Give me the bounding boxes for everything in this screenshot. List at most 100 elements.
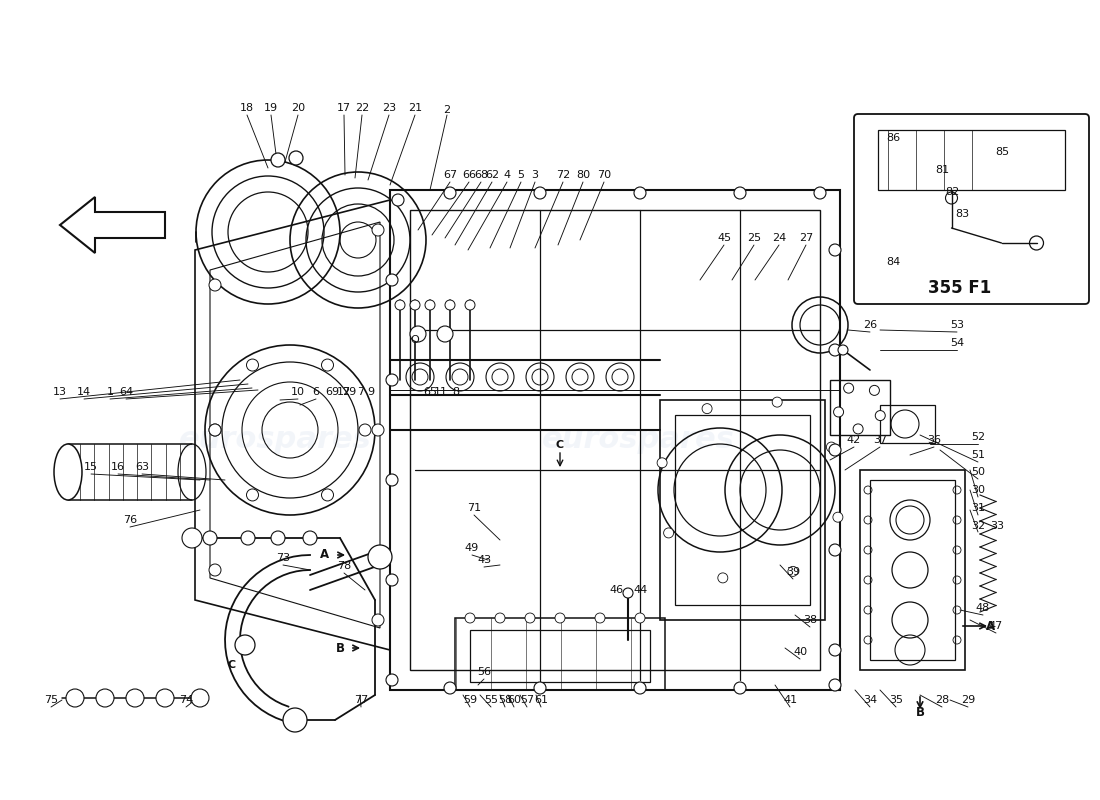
Text: B: B	[915, 706, 924, 718]
Circle shape	[623, 588, 632, 598]
Text: 11: 11	[434, 387, 448, 397]
Text: 59: 59	[463, 695, 477, 705]
Text: 45: 45	[717, 233, 732, 243]
Circle shape	[718, 573, 728, 583]
Text: 69: 69	[324, 387, 339, 397]
Text: 9: 9	[367, 387, 375, 397]
Text: B: B	[336, 642, 344, 654]
Text: 79: 79	[342, 387, 356, 397]
Text: 65: 65	[424, 387, 437, 397]
Circle shape	[634, 682, 646, 694]
Text: 55: 55	[484, 695, 498, 705]
Text: 25: 25	[747, 233, 761, 243]
Text: 13: 13	[53, 387, 67, 397]
Text: 23: 23	[382, 103, 396, 113]
Circle shape	[838, 345, 848, 355]
Text: 34: 34	[862, 695, 877, 705]
Text: 355 F1: 355 F1	[928, 279, 991, 297]
Text: 41: 41	[783, 695, 798, 705]
Circle shape	[833, 512, 843, 522]
Circle shape	[302, 531, 317, 545]
Text: 19: 19	[264, 103, 278, 113]
Text: 28: 28	[935, 695, 949, 705]
Circle shape	[321, 359, 333, 371]
Text: 38: 38	[803, 615, 817, 625]
Circle shape	[425, 300, 435, 310]
Bar	[410, 210, 820, 670]
Text: 61: 61	[534, 695, 548, 705]
Text: 67: 67	[443, 170, 458, 180]
Circle shape	[829, 244, 842, 256]
Circle shape	[191, 689, 209, 707]
Circle shape	[495, 613, 505, 623]
Circle shape	[525, 613, 535, 623]
Circle shape	[283, 708, 307, 732]
Text: 17: 17	[337, 103, 351, 113]
Bar	[660, 400, 825, 620]
Text: 20: 20	[290, 103, 305, 113]
Circle shape	[156, 689, 174, 707]
Circle shape	[876, 410, 886, 421]
Text: 43: 43	[477, 555, 491, 565]
Circle shape	[657, 458, 667, 468]
Circle shape	[66, 689, 84, 707]
Text: 50: 50	[971, 467, 984, 477]
Text: 80: 80	[576, 170, 590, 180]
Text: 52: 52	[971, 432, 986, 442]
Text: 44: 44	[634, 585, 648, 595]
Circle shape	[209, 279, 221, 291]
Circle shape	[869, 386, 879, 395]
Text: 81: 81	[935, 165, 949, 175]
Text: 5: 5	[517, 170, 525, 180]
Circle shape	[410, 326, 426, 342]
Text: 57: 57	[520, 695, 535, 705]
Circle shape	[556, 613, 565, 623]
Circle shape	[246, 359, 258, 371]
Circle shape	[437, 326, 453, 342]
Ellipse shape	[54, 444, 82, 500]
Circle shape	[829, 544, 842, 556]
Circle shape	[182, 528, 202, 548]
Circle shape	[372, 614, 384, 626]
Text: 3: 3	[531, 170, 539, 180]
Text: 63: 63	[135, 462, 149, 472]
Circle shape	[829, 679, 842, 691]
Circle shape	[209, 424, 221, 436]
Circle shape	[204, 531, 217, 545]
Circle shape	[444, 187, 456, 199]
Circle shape	[663, 528, 673, 538]
Bar	[880, 405, 935, 443]
Text: 39: 39	[785, 567, 800, 577]
Circle shape	[829, 444, 842, 456]
Circle shape	[635, 613, 645, 623]
Circle shape	[126, 689, 144, 707]
Text: 48: 48	[976, 603, 990, 613]
Text: 60: 60	[507, 695, 521, 705]
Text: A: A	[320, 549, 330, 562]
Text: 75: 75	[44, 695, 58, 705]
Circle shape	[772, 397, 782, 407]
Text: 62: 62	[485, 170, 499, 180]
Text: eurospares: eurospares	[178, 426, 372, 454]
Text: 16: 16	[111, 462, 125, 472]
Text: 56: 56	[477, 667, 491, 677]
Circle shape	[386, 474, 398, 486]
Bar	[455, 618, 666, 690]
Bar	[870, 480, 955, 660]
Text: 18: 18	[240, 103, 254, 113]
Text: eurospares: eurospares	[541, 426, 735, 454]
Text: 14: 14	[77, 387, 91, 397]
Text: 74: 74	[179, 695, 194, 705]
Bar	[470, 630, 650, 682]
Circle shape	[321, 489, 333, 501]
Circle shape	[246, 489, 258, 501]
Circle shape	[241, 531, 255, 545]
FancyBboxPatch shape	[854, 114, 1089, 304]
Text: C: C	[228, 660, 236, 670]
Circle shape	[844, 383, 854, 393]
Circle shape	[209, 424, 221, 436]
Text: 6: 6	[312, 387, 319, 397]
Text: 12: 12	[337, 387, 351, 397]
Text: 31: 31	[971, 503, 984, 513]
Bar	[675, 415, 810, 605]
